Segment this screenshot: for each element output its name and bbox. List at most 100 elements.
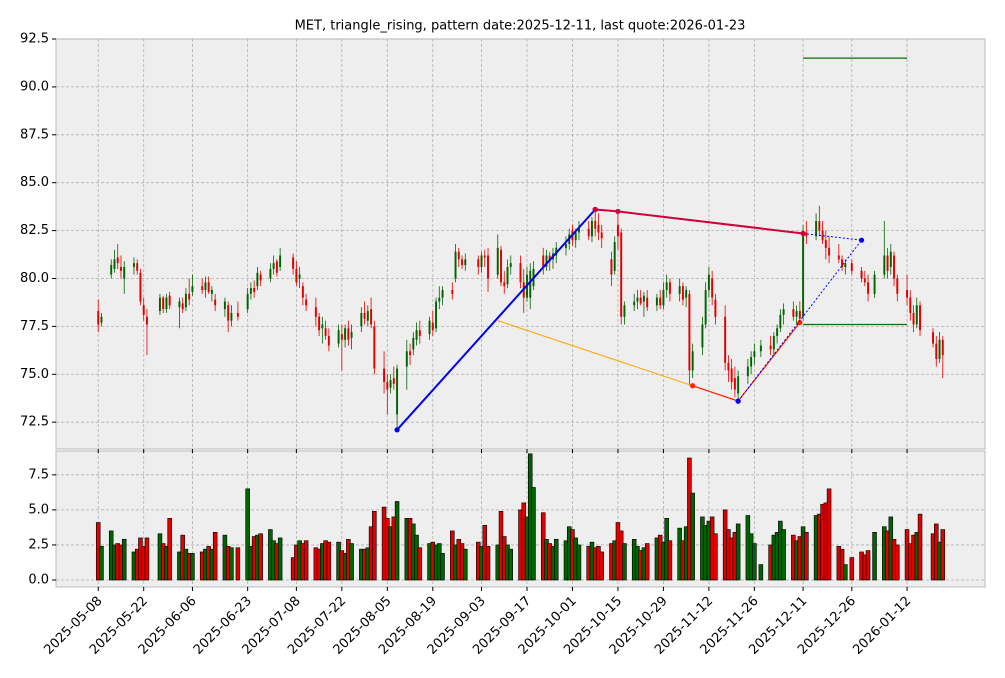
candle-body — [451, 289, 454, 294]
volume-bar — [235, 547, 241, 581]
volume-bar — [872, 532, 877, 581]
y-tick-label: 5.0 — [28, 502, 49, 517]
volume-bar — [326, 541, 332, 581]
pattern-point — [592, 206, 598, 213]
candle-body — [795, 311, 798, 317]
candle-body — [230, 312, 233, 321]
candle-body — [772, 335, 775, 350]
candle-body — [249, 288, 252, 294]
candle-body — [701, 324, 704, 348]
candle-body — [461, 259, 464, 266]
candle-body — [590, 221, 593, 237]
candle-body — [158, 297, 161, 312]
volume-bar — [917, 513, 923, 581]
candle-body — [932, 332, 935, 344]
candle-body — [821, 230, 824, 241]
candle-body — [301, 286, 304, 298]
candle-body — [733, 378, 736, 390]
candle-body — [386, 381, 389, 390]
candle-body — [633, 301, 636, 306]
candle-body — [132, 263, 135, 267]
volume-bar — [758, 564, 764, 581]
volume-bar — [417, 547, 423, 581]
candle-body — [665, 282, 668, 290]
candle-body — [678, 286, 681, 294]
candle-body — [610, 259, 613, 275]
candle-body — [776, 328, 779, 336]
candle-body — [639, 297, 642, 304]
candle-body — [418, 330, 421, 336]
candle-body — [392, 378, 395, 384]
chart-title: MET, triangle_rising, pattern date:2025-… — [295, 19, 746, 34]
volume-bar — [372, 510, 377, 581]
candle-body — [438, 297, 441, 302]
candle-body — [688, 293, 691, 371]
candle-body — [893, 255, 896, 279]
candle-body — [662, 289, 665, 306]
volume-bar — [277, 537, 283, 581]
candle-body — [594, 221, 597, 229]
candle-body — [824, 240, 827, 248]
candle-body — [207, 282, 210, 292]
candle-body — [168, 295, 171, 306]
candle-body — [623, 305, 626, 317]
pattern-point — [394, 427, 400, 433]
candle-body — [337, 330, 340, 344]
candle-body — [730, 368, 733, 382]
candle-body — [373, 326, 376, 369]
candle-body — [324, 328, 327, 336]
y-tick-label: 77.5 — [20, 319, 49, 334]
candle-body — [431, 322, 434, 331]
candle-body — [279, 255, 282, 267]
candle-body — [860, 270, 863, 279]
candle-body — [886, 255, 889, 271]
volume-bar — [144, 537, 150, 581]
pattern-point — [690, 383, 696, 389]
volume-bar — [940, 529, 946, 581]
candle-body — [210, 289, 213, 294]
candle-body — [256, 272, 259, 287]
candle-body — [314, 307, 317, 317]
candle-body — [620, 232, 623, 317]
volume-bar — [735, 523, 741, 581]
pattern-point — [858, 237, 865, 243]
candle-body — [802, 232, 805, 317]
candle-body — [691, 351, 694, 371]
candle-body — [487, 255, 489, 279]
pattern-line — [803, 232, 862, 241]
candle-body — [873, 274, 876, 294]
candle-body — [850, 263, 853, 271]
candle-body — [191, 286, 194, 292]
volume-bar — [690, 492, 695, 581]
candle-body — [616, 224, 619, 237]
pattern-point — [735, 398, 741, 404]
volume-bar — [245, 488, 250, 581]
candle-body — [457, 251, 460, 260]
volume-bar — [212, 532, 218, 581]
candle-body — [600, 232, 603, 239]
candle-body — [714, 299, 717, 317]
volume-bar — [167, 517, 172, 581]
volume-bar — [190, 553, 195, 581]
candle-body — [340, 334, 343, 340]
y-tick-label: 80.0 — [20, 271, 49, 286]
y-tick-label: 82.5 — [20, 223, 49, 238]
candle-body — [428, 320, 431, 335]
candle-body — [97, 311, 100, 325]
candle-body — [347, 328, 350, 340]
candle-body — [613, 242, 616, 271]
pattern-point — [800, 230, 806, 237]
candle-body — [711, 278, 714, 298]
candle-body — [506, 266, 509, 285]
candle-body — [295, 268, 298, 283]
candle-body — [792, 309, 795, 317]
candle-body — [389, 380, 392, 388]
candle-body — [188, 293, 191, 300]
y-tick-label: 87.5 — [20, 127, 49, 142]
candle-body — [867, 282, 870, 294]
volume-bar — [849, 557, 855, 581]
volume-bar — [121, 539, 127, 581]
candle-body — [396, 368, 399, 415]
candle-body — [454, 251, 457, 279]
